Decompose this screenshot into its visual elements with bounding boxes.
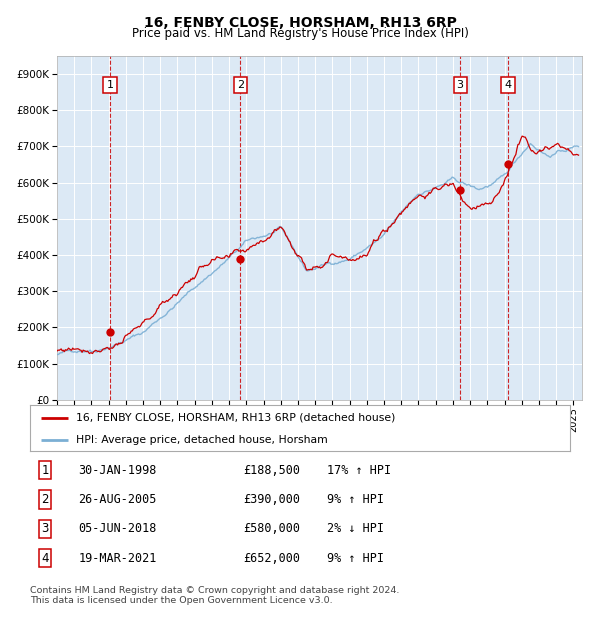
Text: £390,000: £390,000: [243, 493, 300, 506]
Text: Contains HM Land Registry data © Crown copyright and database right 2024.
This d: Contains HM Land Registry data © Crown c…: [30, 586, 400, 605]
Text: 3: 3: [41, 522, 49, 535]
Text: 3: 3: [457, 80, 464, 90]
Text: 4: 4: [505, 80, 512, 90]
Text: 05-JUN-2018: 05-JUN-2018: [79, 522, 157, 535]
Text: Price paid vs. HM Land Registry's House Price Index (HPI): Price paid vs. HM Land Registry's House …: [131, 27, 469, 40]
Text: 9% ↑ HPI: 9% ↑ HPI: [327, 493, 384, 506]
Text: 17% ↑ HPI: 17% ↑ HPI: [327, 464, 391, 477]
Text: 30-JAN-1998: 30-JAN-1998: [79, 464, 157, 477]
Text: £580,000: £580,000: [243, 522, 300, 535]
Text: 2: 2: [41, 493, 49, 506]
Text: 16, FENBY CLOSE, HORSHAM, RH13 6RP (detached house): 16, FENBY CLOSE, HORSHAM, RH13 6RP (deta…: [76, 413, 395, 423]
Text: 2% ↓ HPI: 2% ↓ HPI: [327, 522, 384, 535]
Text: HPI: Average price, detached house, Horsham: HPI: Average price, detached house, Hors…: [76, 435, 328, 445]
Text: 16, FENBY CLOSE, HORSHAM, RH13 6RP: 16, FENBY CLOSE, HORSHAM, RH13 6RP: [143, 16, 457, 30]
Text: 1: 1: [41, 464, 49, 477]
Text: £652,000: £652,000: [243, 552, 300, 565]
Text: 2: 2: [237, 80, 244, 90]
Text: £188,500: £188,500: [243, 464, 300, 477]
Text: 9% ↑ HPI: 9% ↑ HPI: [327, 552, 384, 565]
Text: 26-AUG-2005: 26-AUG-2005: [79, 493, 157, 506]
Text: 4: 4: [41, 552, 49, 565]
Text: 19-MAR-2021: 19-MAR-2021: [79, 552, 157, 565]
Text: 1: 1: [107, 80, 113, 90]
